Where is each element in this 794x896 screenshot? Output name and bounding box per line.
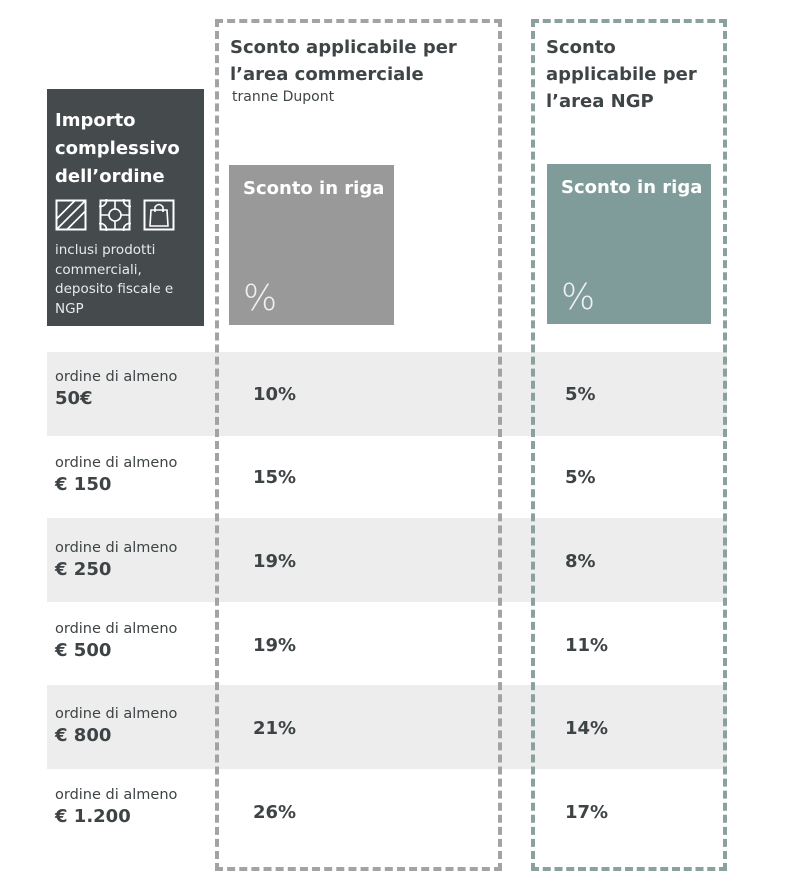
row-amount: € 1.200 [55, 806, 131, 827]
row-band-3 [47, 518, 727, 602]
ngp-column-frame [531, 19, 727, 871]
ngp-value: 11% [565, 635, 609, 656]
import-header-icons [55, 199, 175, 231]
shopping-bag-icon [143, 199, 175, 231]
ngp-discount-box: Sconto in riga % [547, 164, 711, 324]
row-prefix: ordine di almeno [55, 455, 178, 471]
row-label-5: ordine di almeno € 800 [55, 705, 177, 749]
commerciale-discount-label: Sconto in riga [243, 178, 385, 199]
commerciale-column-frame [215, 19, 502, 871]
commerciale-percent-sign: % [243, 278, 278, 319]
row-prefix: ordine di almeno [55, 787, 178, 803]
row-label-6: ordine di almeno € 1.200 [55, 786, 177, 830]
row-label-4: ordine di almeno € 500 [55, 620, 177, 664]
row-amount: € 150 [55, 474, 112, 495]
row-band-5 [47, 685, 727, 769]
ngp-value: 8% [565, 551, 596, 572]
row-amount: 50€ [55, 388, 93, 409]
row-label-3: ordine di almeno € 250 [55, 539, 177, 583]
row-amount: € 250 [55, 559, 112, 580]
ngp-percent-sign: % [561, 277, 596, 318]
import-header-box: Importo complessivo dell’ordine inclusi … [47, 89, 204, 326]
row-prefix: ordine di almeno [55, 369, 178, 385]
ngp-value: 5% [565, 384, 596, 405]
row-prefix: ordine di almeno [55, 621, 178, 637]
row-prefix: ordine di almeno [55, 706, 178, 722]
ngp-value: 5% [565, 467, 596, 488]
row-prefix: ordine di almeno [55, 540, 178, 556]
import-header-title: Importo complessivo dell’ordine [55, 110, 180, 187]
ngp-discount-label: Sconto in riga [561, 177, 703, 198]
commerciale-value: 10% [253, 384, 297, 405]
row-label-2: ordine di almeno € 150 [55, 454, 177, 498]
commerciale-value: 19% [253, 635, 297, 656]
commerciale-value: 19% [253, 551, 297, 572]
commerciale-discount-box: Sconto in riga % [229, 165, 394, 325]
import-header-note: inclusi prodotti commerciali, deposito f… [55, 242, 174, 317]
ngp-column-title: Sconto applicabile per l’area NGP [546, 37, 697, 112]
commerciale-column-title: Sconto applicabile per l’area commercial… [230, 37, 457, 85]
ngp-value: 17% [565, 802, 609, 823]
tile-pattern-icon [99, 199, 131, 231]
commerciale-value: 26% [253, 802, 297, 823]
row-label-1: ordine di almeno 50€ [55, 368, 177, 412]
row-amount: € 500 [55, 640, 112, 661]
flooring-icon [55, 199, 87, 231]
commerciale-value: 15% [253, 467, 297, 488]
commerciale-value: 21% [253, 718, 297, 739]
row-band-1 [47, 352, 727, 436]
commerciale-column-subtitle: tranne Dupont [232, 89, 335, 105]
ngp-value: 14% [565, 718, 609, 739]
row-amount: € 800 [55, 725, 112, 746]
